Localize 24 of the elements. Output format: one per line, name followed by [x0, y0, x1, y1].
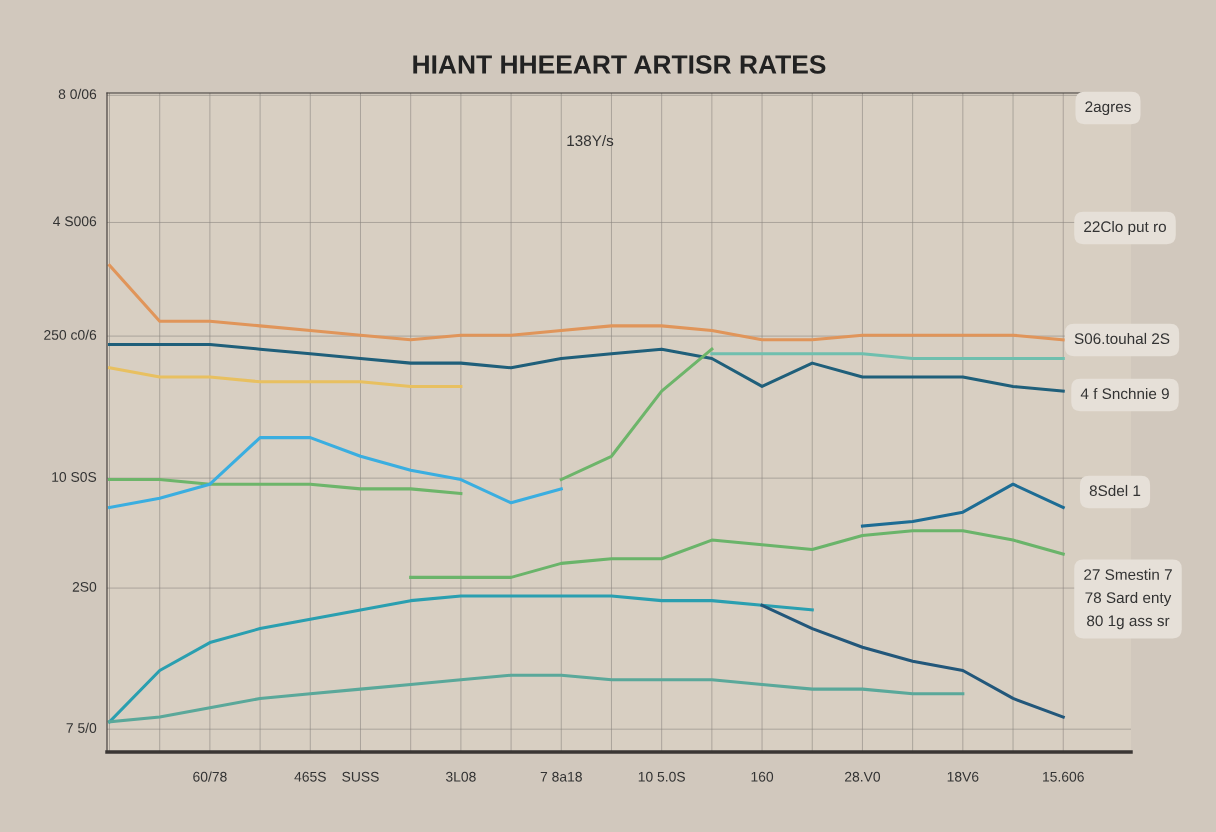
text: 2S0 [72, 581, 97, 592]
text: 10 S0S [52, 472, 97, 482]
text: 138Y/s [567, 134, 614, 147]
x-tick-label: 18V6 [947, 771, 979, 782]
x-tick-label: 28.V0 [845, 771, 881, 782]
text: 250 c0/6 [44, 329, 97, 340]
x-tick-label: 60/78 [193, 771, 227, 782]
x-tick-label: 15.606 [1043, 771, 1084, 782]
text: 22Clo put ro [1084, 220, 1166, 236]
text: 2agres [1085, 101, 1131, 116]
text: 7 5/0 [66, 722, 97, 733]
annotation: 27 Smestin 7 78 Sard enty 80 1g ass sr [1084, 568, 1172, 630]
x-tick-label: 3L08 [445, 771, 476, 782]
text: 8 0/06 [58, 88, 97, 100]
annotation: 8Sdel 1 [1089, 484, 1141, 497]
x-tick-label: SUSS [342, 771, 379, 782]
x-tick-label: 7 8a18 [540, 771, 582, 782]
annotation: S06.touhal 2S [1074, 332, 1170, 345]
text: 4 S006 [53, 216, 97, 227]
x-tick-label: 10 5.0S [638, 771, 685, 782]
x-tick-label: 160 [751, 771, 774, 782]
chart-title: HIANT HHEEART ARTISR RATES [413, 55, 826, 74]
annotation: 4 f Snchnie 9 [1080, 387, 1169, 400]
x-tick-label: 465S [294, 771, 326, 782]
